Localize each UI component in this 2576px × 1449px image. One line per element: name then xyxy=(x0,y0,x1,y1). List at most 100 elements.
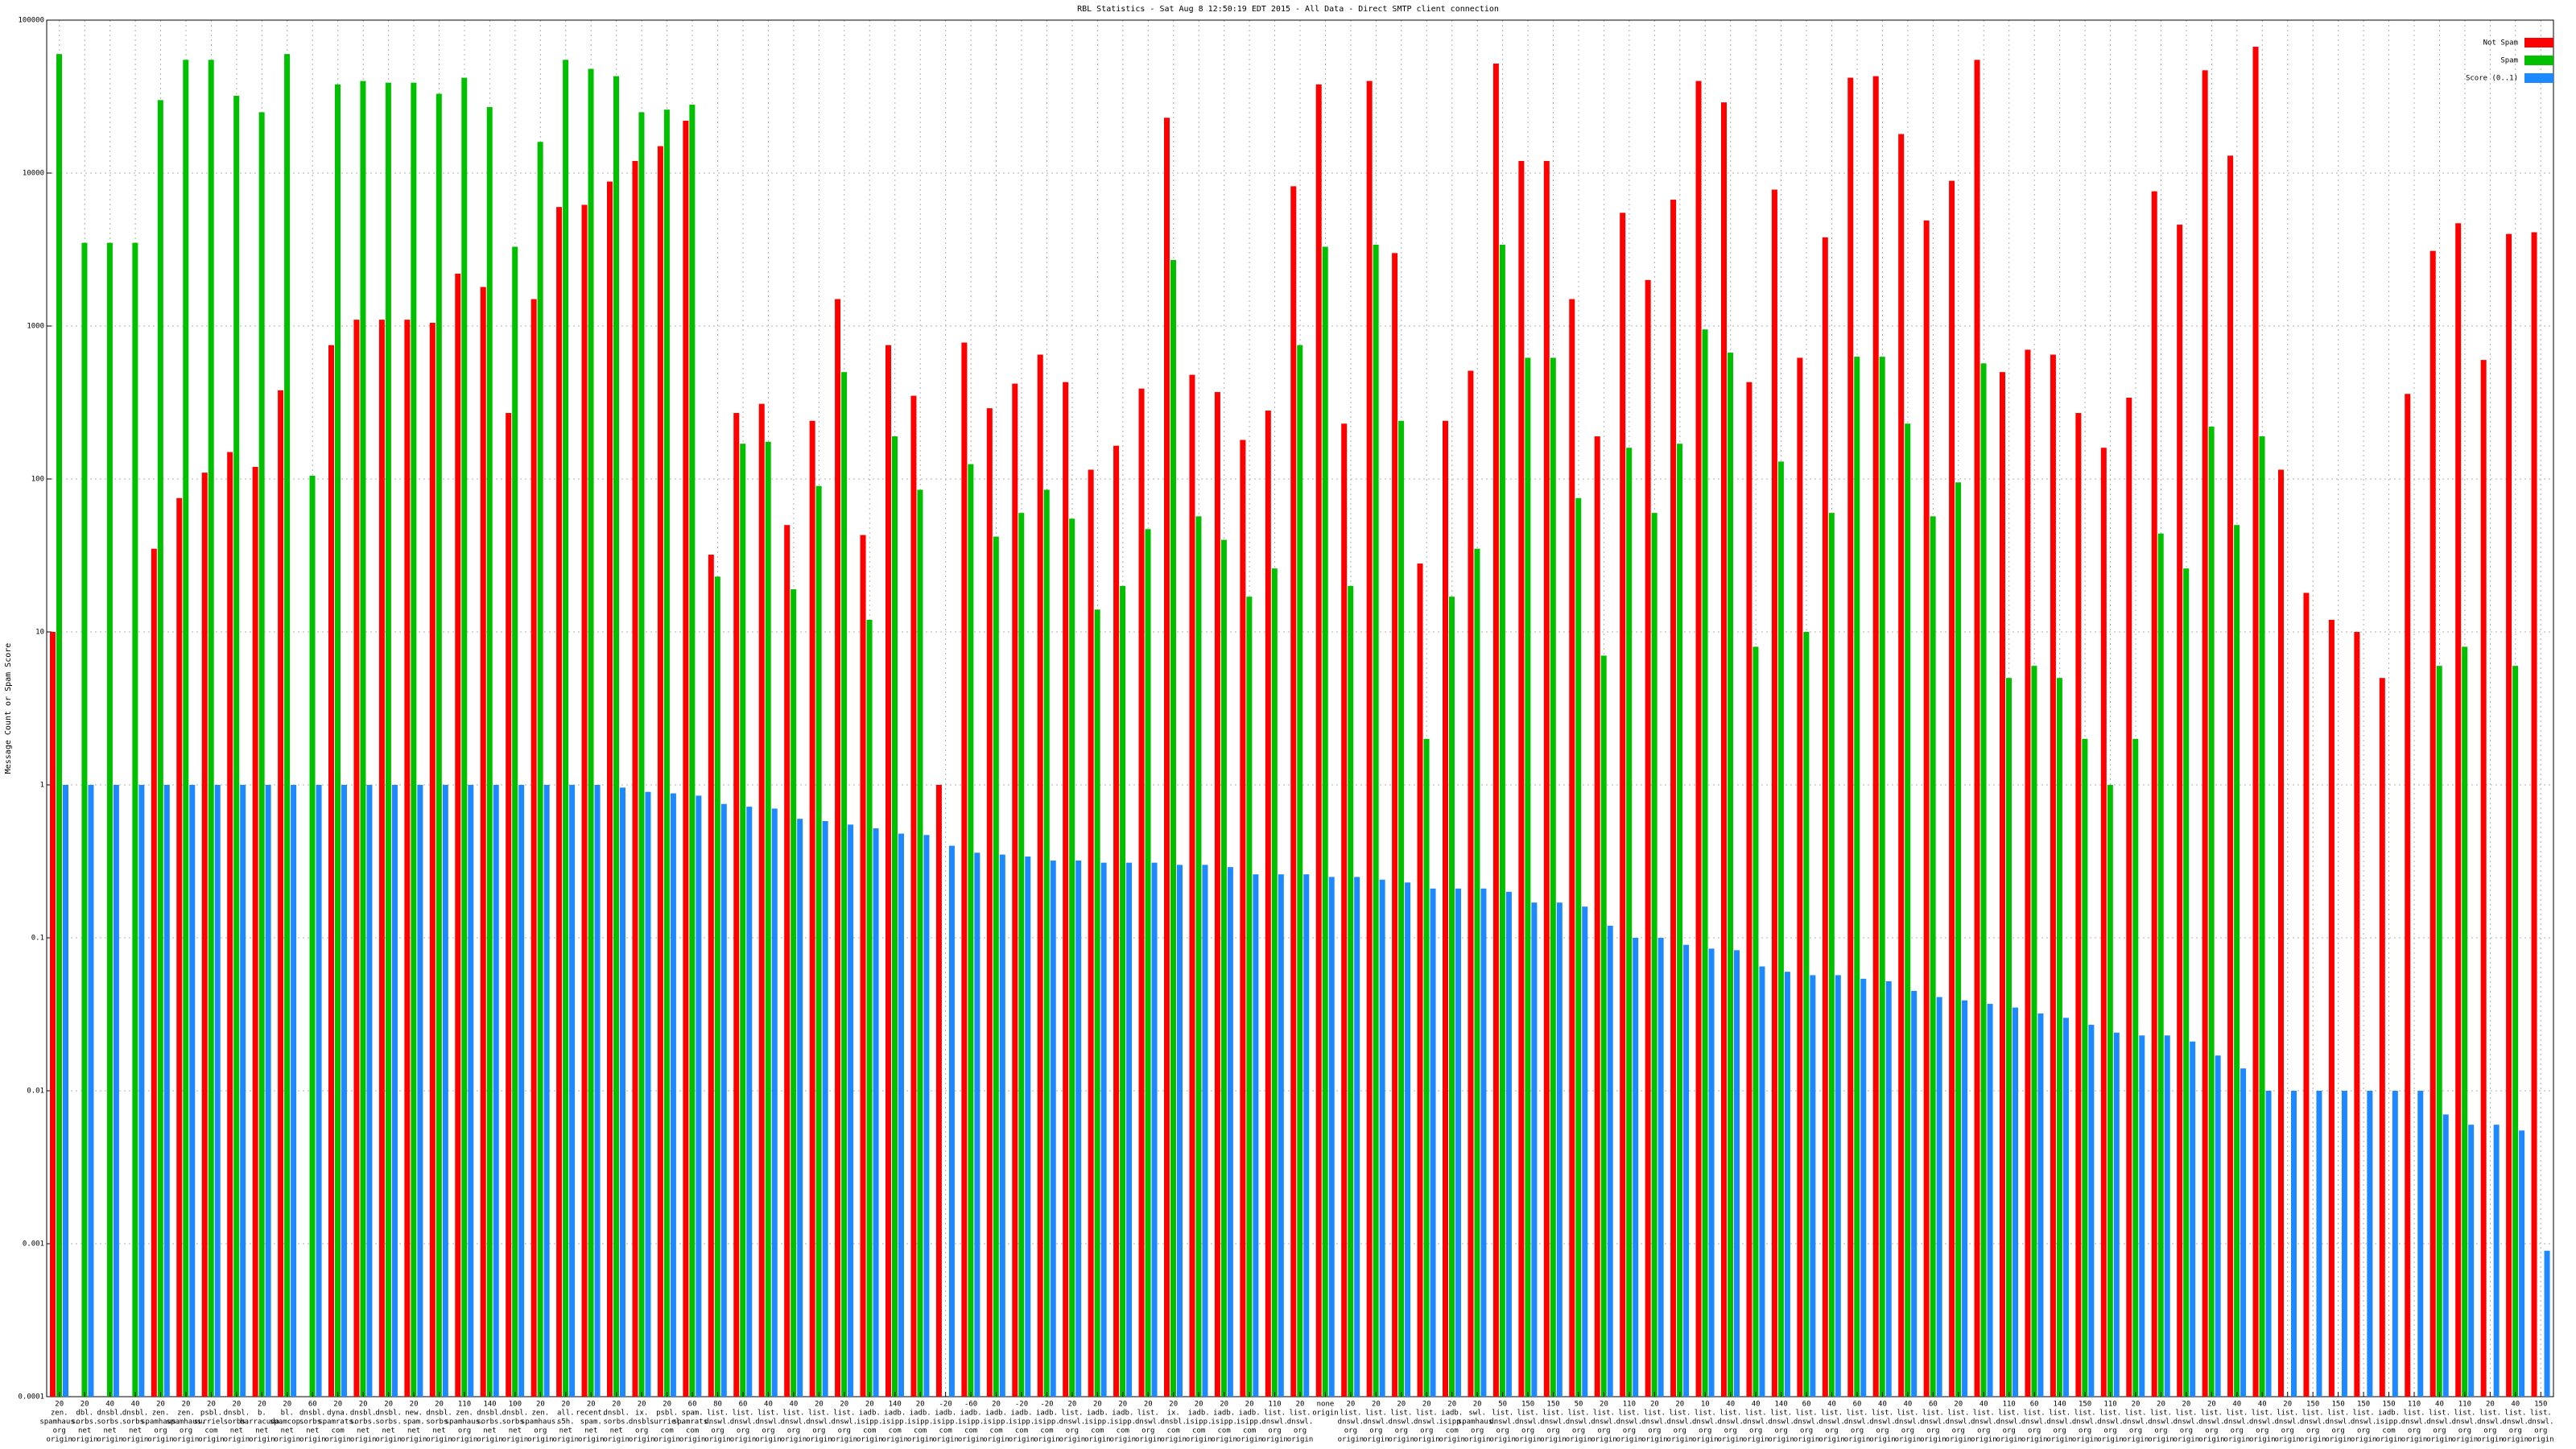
y-tick-label: 0.01 xyxy=(27,1088,44,1096)
bar xyxy=(1170,260,1176,1397)
bar xyxy=(1582,906,1588,1397)
x-tick-label: origin xyxy=(2274,1436,2301,1444)
bar xyxy=(1898,134,1905,1397)
x-tick-label: 20 xyxy=(2486,1401,2495,1409)
x-tick-label: iadb. xyxy=(1239,1410,1261,1418)
x-tick-label: origin xyxy=(2249,1436,2276,1444)
bar xyxy=(1113,445,1120,1397)
x-tick-label: dnswl. xyxy=(2097,1418,2124,1426)
bar xyxy=(1379,879,1385,1397)
x-tick-label: origin xyxy=(1895,1436,1922,1444)
bar xyxy=(1980,363,1987,1397)
x-tick-label: list. xyxy=(1872,1410,1893,1418)
x-tick-label: spamhaus. xyxy=(521,1418,560,1426)
x-tick-label: iadb. xyxy=(1036,1410,1058,1418)
x-tick-label: origin xyxy=(1160,1436,1187,1444)
x-tick-label: 150 xyxy=(1521,1401,1534,1409)
x-tick-label: 20 xyxy=(1422,1401,1431,1409)
bar xyxy=(1214,392,1220,1397)
bar xyxy=(1777,461,1784,1397)
x-tick-label: origin xyxy=(350,1436,377,1444)
bar xyxy=(873,828,879,1397)
x-tick-label: org xyxy=(534,1427,547,1435)
x-tick-label: iadb. xyxy=(1441,1410,1463,1418)
x-tick-label: 40 xyxy=(1752,1401,1761,1409)
x-tick-label: iadb. xyxy=(1213,1410,1235,1418)
bar xyxy=(974,852,980,1397)
bar xyxy=(1455,888,1461,1397)
x-tick-label: dnswl. xyxy=(1515,1418,1542,1426)
x-tick-label: spamrats. xyxy=(673,1418,712,1426)
x-tick-label: org xyxy=(1420,1427,1433,1435)
x-tick-label: org xyxy=(1901,1427,1914,1435)
x-tick-label: list. xyxy=(2353,1410,2375,1418)
bar xyxy=(1151,862,1158,1397)
x-tick-label: 40 xyxy=(789,1401,798,1409)
bar xyxy=(2031,666,2037,1397)
x-tick-label: origin xyxy=(2174,1436,2200,1444)
bar xyxy=(784,525,791,1397)
x-tick-label: origin xyxy=(2452,1436,2479,1444)
x-tick-label: 40 xyxy=(131,1401,140,1409)
bar xyxy=(771,808,778,1397)
bar xyxy=(2468,1125,2475,1397)
x-tick-label: com xyxy=(204,1427,217,1435)
x-tick-label: psbl. xyxy=(200,1410,222,1418)
x-tick-label: origin xyxy=(553,1436,580,1444)
x-tick-label: list. xyxy=(1973,1410,1995,1418)
x-tick-label: dnswl. xyxy=(1818,1418,1845,1426)
x-tick-label: origin xyxy=(1414,1436,1440,1444)
bar xyxy=(822,820,828,1397)
x-tick-label: dnswl. xyxy=(2401,1418,2428,1426)
x-tick-label: org xyxy=(1066,1427,1079,1435)
bar xyxy=(1063,382,1069,1397)
bar xyxy=(480,287,486,1397)
x-tick-label: net xyxy=(382,1427,395,1435)
x-tick-label: 20 xyxy=(840,1401,848,1409)
bar xyxy=(1543,160,1550,1397)
bar xyxy=(417,785,423,1397)
x-tick-label: dnswl. xyxy=(755,1418,782,1426)
x-tick-label: 20 xyxy=(815,1401,824,1409)
bar xyxy=(1018,513,1025,1397)
bar xyxy=(2183,568,2190,1397)
x-tick-label: origin xyxy=(1794,1436,1820,1444)
x-tick-label: com xyxy=(939,1427,952,1435)
bar xyxy=(923,835,930,1397)
bar xyxy=(948,845,955,1397)
bar xyxy=(765,441,771,1397)
bar xyxy=(442,785,448,1397)
x-tick-label: origin xyxy=(755,1436,782,1444)
x-tick-label: dnswl. xyxy=(1946,1418,1972,1426)
x-tick-label: list. xyxy=(2479,1410,2501,1418)
x-tick-label: org xyxy=(2458,1427,2471,1435)
x-tick-label: org xyxy=(2357,1427,2370,1435)
x-tick-label: 20 xyxy=(916,1401,925,1409)
x-tick-label: dnswl. xyxy=(1667,1418,1694,1426)
bar xyxy=(645,791,651,1397)
bar xyxy=(2392,1091,2398,1397)
bar xyxy=(2025,349,2031,1397)
x-tick-label: 20 xyxy=(55,1401,64,1409)
x-tick-label: dnswl. xyxy=(2046,1418,2073,1426)
bar xyxy=(746,807,753,1397)
bar xyxy=(530,299,537,1397)
x-tick-label: origin xyxy=(324,1436,351,1444)
x-tick-label: origin xyxy=(1312,1410,1339,1418)
x-tick-label: com xyxy=(889,1427,902,1435)
bar xyxy=(1670,200,1677,1397)
x-tick-label: origin xyxy=(122,1436,149,1444)
x-tick-label: 60 xyxy=(1929,1401,1938,1409)
x-tick-label: com xyxy=(1167,1427,1180,1435)
x-tick-label: origin xyxy=(72,1436,98,1444)
x-tick-label: org xyxy=(154,1427,167,1435)
bar xyxy=(1492,63,1499,1397)
bar xyxy=(1828,513,1835,1397)
x-tick-label: iadb. xyxy=(1188,1410,1210,1418)
x-tick-label: org xyxy=(1369,1427,1382,1435)
legend-label: Spam xyxy=(2500,57,2518,65)
x-tick-label: origin xyxy=(1743,1436,1769,1444)
x-tick-label: 140 xyxy=(1775,1401,1788,1409)
x-tick-label: list. xyxy=(1618,1410,1640,1418)
bar xyxy=(1189,374,1195,1397)
